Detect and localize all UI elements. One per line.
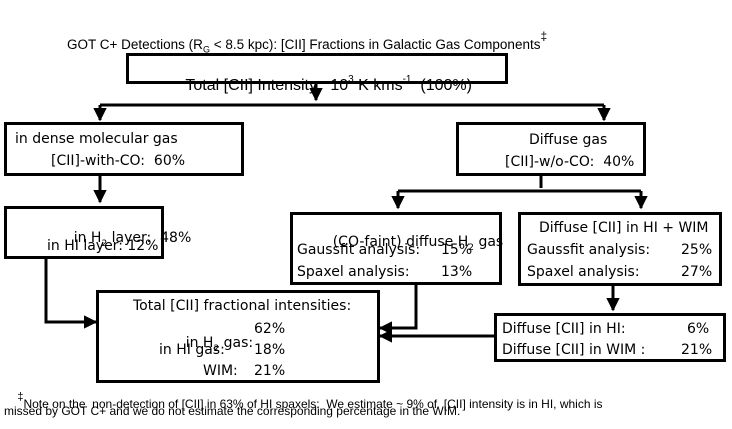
fractional-intensities-box: Total [CII] fractional intensities: in H… bbox=[96, 290, 380, 383]
co-faint-title: (CO-faint) diffuse H2 gas bbox=[332, 234, 504, 253]
split-hi-label: Diffuse [CII] in HI: bbox=[502, 321, 626, 337]
co-faint-gauss-value: 15% bbox=[441, 242, 473, 258]
total-intensity-box: Total [CII] Intensity: 103 K kms-1 (100%… bbox=[126, 53, 508, 94]
split-wim-label: Diffuse [CII] in WIM : bbox=[502, 342, 646, 358]
dense-molecular-box: in dense molecular gas [CII]-with-CO: 60… bbox=[4, 122, 244, 176]
co-faint-box: (CO-faint) diffuse H2 gas Gaussfit analy… bbox=[290, 212, 504, 285]
hi-wim-box: Diffuse [CII] in HI + WIM Gaussfit analy… bbox=[518, 212, 722, 286]
fractional-h2-label: in H2 gas: bbox=[185, 335, 254, 354]
total-intensity-text: Total [CII] Intensity: 103 K kms-1 (100%… bbox=[185, 73, 472, 94]
co-faint-spaxel-value: 13% bbox=[441, 264, 473, 280]
hi-wim-gauss-value: 25% bbox=[681, 242, 713, 258]
diffuse-split-box: Diffuse [CII] in HI: 6% Diffuse [CII] in… bbox=[494, 313, 726, 362]
arrow-cofaint-to-fractional bbox=[378, 283, 418, 335]
layers-box: in H2 layer: 48% in HI layer: 12% bbox=[4, 206, 191, 259]
fractional-title: Total [CII] fractional intensities: bbox=[133, 298, 352, 314]
hi-wim-spaxel-label: Spaxel analysis: bbox=[527, 264, 640, 280]
fractional-hi-value: 18% bbox=[254, 342, 286, 358]
footnote-line2: missed by GOT C+ and we do not estimate … bbox=[4, 404, 461, 418]
co-faint-gauss-label: Gaussfit analysis: bbox=[297, 242, 421, 258]
dense-line1: in dense molecular gas bbox=[15, 131, 178, 147]
split-wim-value: 21% bbox=[681, 342, 713, 358]
arrow-layers-to-fractional bbox=[44, 257, 98, 329]
split-hi-value: 6% bbox=[687, 321, 710, 337]
diffuse-line2: [CII]-w/o-CO: 40% bbox=[505, 154, 635, 170]
diffuse-line1: Diffuse gas bbox=[529, 132, 608, 148]
fractional-wim-label: WIM: bbox=[203, 363, 238, 379]
fractional-hi-label: in HI gas: bbox=[159, 342, 225, 358]
diagram-title: GOT C+ Detections (RG < 8.5 kpc): [CII] … bbox=[67, 29, 548, 55]
dense-line2: [CII]-with-CO: 60% bbox=[51, 153, 186, 169]
hi-wim-gauss-label: Gaussfit analysis: bbox=[527, 242, 651, 258]
diffuse-gas-box: Diffuse gas [CII]-w/o-CO: 40% bbox=[456, 122, 646, 176]
footnote-line1: ‡Note on the non-detection of [CII] in 6… bbox=[17, 391, 603, 411]
fractional-h2-value: 62% bbox=[254, 321, 286, 337]
fractional-wim-value: 21% bbox=[254, 363, 286, 379]
hi-layer-text: in HI layer: 12% bbox=[47, 238, 159, 254]
hi-wim-spaxel-value: 27% bbox=[681, 264, 713, 280]
co-faint-spaxel-label: Spaxel analysis: bbox=[297, 264, 410, 280]
h2-layer-text: in H2 layer: 48% bbox=[73, 230, 192, 249]
hi-wim-title: Diffuse [CII] in HI + WIM bbox=[539, 220, 709, 236]
